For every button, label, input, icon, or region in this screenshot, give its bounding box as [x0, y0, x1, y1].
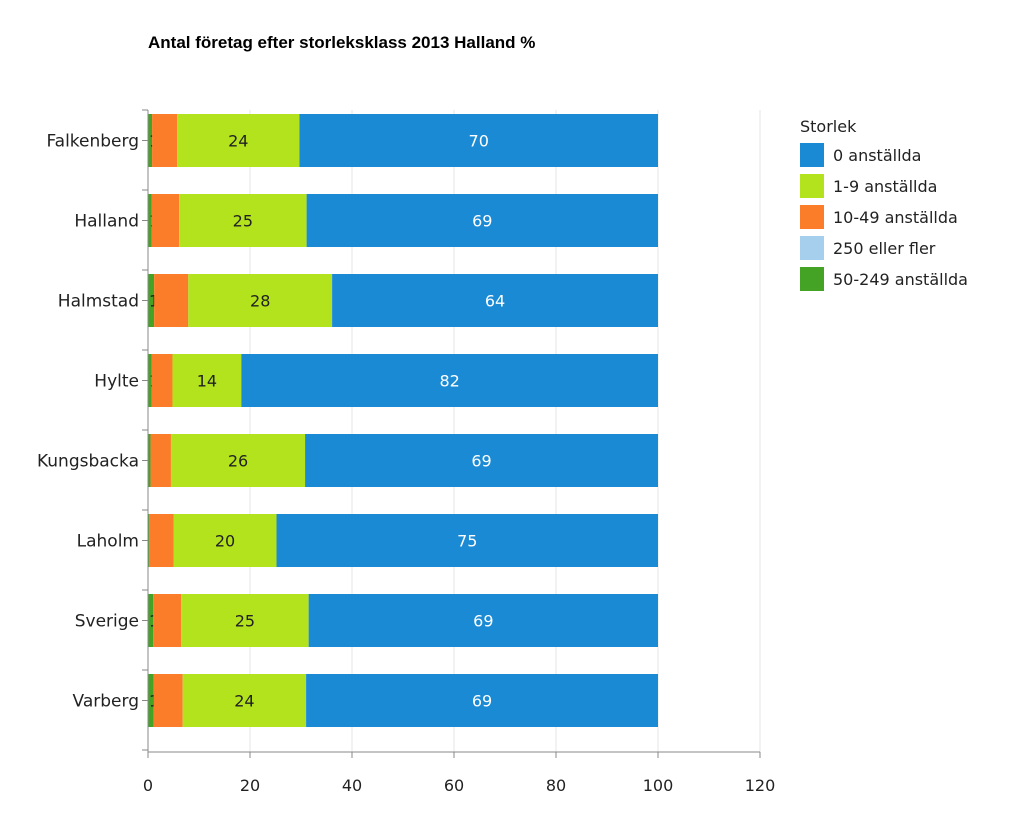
x-tick-label-120: 120	[745, 776, 776, 795]
legend-label-2: 10-49 anställda	[833, 208, 958, 227]
bar-laholm-4	[276, 514, 658, 567]
category-label-sverige: Sverige	[75, 612, 139, 632]
legend: Storlek 0 anställda 1-9 anställda 10-49 ans…	[800, 117, 968, 291]
data-label-falkenberg-4: 70	[469, 132, 489, 151]
legend-label-4: 50-249 anställda	[833, 270, 968, 289]
category-label-laholm: Laholm	[77, 532, 139, 552]
bar-falkenberg-3	[177, 114, 300, 167]
chart-title: Antal företag efter storleksklass 2013 H…	[148, 33, 536, 52]
x-tick-label-40: 40	[342, 776, 362, 795]
data-label-laholm-4: 75	[457, 532, 477, 551]
bar-kungsbacka-4	[305, 434, 658, 487]
category-label-halland: Halland	[74, 212, 139, 232]
bar-halland-3	[179, 194, 307, 247]
data-label-sverige-3: 25	[235, 612, 255, 631]
bar-sverige-4	[308, 594, 658, 647]
x-tick-label-80: 80	[546, 776, 566, 795]
legend-swatch-1	[800, 174, 824, 198]
data-label-hylte-4: 82	[439, 372, 459, 391]
data-label-halland-3: 25	[233, 212, 253, 231]
bar-varberg-1	[153, 674, 183, 727]
data-label-sverige-4: 69	[473, 612, 493, 631]
bar-laholm-1	[149, 514, 174, 567]
legend-title: Storlek	[800, 117, 857, 136]
data-label-halland-4: 69	[472, 212, 492, 231]
legend-swatch-3	[800, 236, 824, 260]
bar-varberg-4	[306, 674, 658, 727]
axes: Falkenberg Halland Halmstad Hylte Kungsbacka…	[37, 109, 776, 795]
x-tick-label-20: 20	[240, 776, 260, 795]
bar-laholm-3	[173, 514, 277, 567]
x-tick-label-0: 0	[143, 776, 153, 795]
legend-swatch-4	[800, 267, 824, 291]
data-label-falkenberg-3: 24	[228, 132, 248, 151]
bar-kungsbacka-1	[150, 434, 171, 487]
bars: 1247012569128641148212669020751256912469	[148, 114, 658, 727]
bar-hylte-4	[241, 354, 658, 407]
legend-label-1: 1-9 anställda	[833, 177, 937, 196]
bar-sverige-1	[153, 594, 182, 647]
bar-falkenberg-0	[148, 114, 153, 167]
category-label-halmstad: Halmstad	[58, 292, 139, 312]
category-label-falkenberg: Falkenberg	[46, 132, 139, 152]
data-label-halmstad-3: 28	[250, 292, 270, 311]
bar-sverige-0	[148, 594, 154, 647]
bar-halmstad-1	[154, 274, 189, 327]
data-label-halmstad-4: 64	[485, 292, 505, 311]
bar-varberg-3	[182, 674, 307, 727]
data-label-halmstad-0: 1	[149, 292, 159, 311]
bar-halland-1	[151, 194, 180, 247]
bar-falkenberg-4	[299, 114, 658, 167]
category-label-varberg: Varberg	[73, 692, 139, 712]
bar-hylte-1	[151, 354, 173, 407]
category-label-hylte: Hylte	[94, 372, 139, 392]
bar-halmstad-4	[332, 274, 658, 327]
bar-hylte-0	[148, 354, 152, 407]
bar-hylte-3	[172, 354, 242, 407]
data-label-kungsbacka-3: 26	[228, 452, 248, 471]
bar-laholm-0	[148, 514, 150, 567]
bar-halmstad-3	[188, 274, 333, 327]
bar-halmstad-0	[148, 274, 155, 327]
data-label-varberg-4: 69	[472, 692, 492, 711]
bar-kungsbacka-0	[148, 434, 151, 487]
bar-sverige-3	[181, 594, 309, 647]
legend-swatch-2	[800, 205, 824, 229]
category-label-kungsbacka: Kungsbacka	[37, 452, 139, 472]
bar-varberg-0	[148, 674, 154, 727]
bar-falkenberg-1	[152, 114, 178, 167]
bar-halland-4	[306, 194, 658, 247]
x-tick-label-60: 60	[444, 776, 464, 795]
legend-swatch-0	[800, 143, 824, 167]
legend-label-3: 250 eller fler	[833, 239, 936, 258]
bar-kungsbacka-3	[170, 434, 306, 487]
legend-label-0: 0 anställda	[833, 146, 921, 165]
bar-halland-0	[148, 194, 152, 247]
data-label-laholm-3: 20	[215, 532, 235, 551]
data-label-hylte-3: 14	[197, 372, 217, 391]
data-label-varberg-3: 24	[234, 692, 254, 711]
x-tick-label-100: 100	[643, 776, 674, 795]
data-label-kungsbacka-4: 69	[471, 452, 491, 471]
